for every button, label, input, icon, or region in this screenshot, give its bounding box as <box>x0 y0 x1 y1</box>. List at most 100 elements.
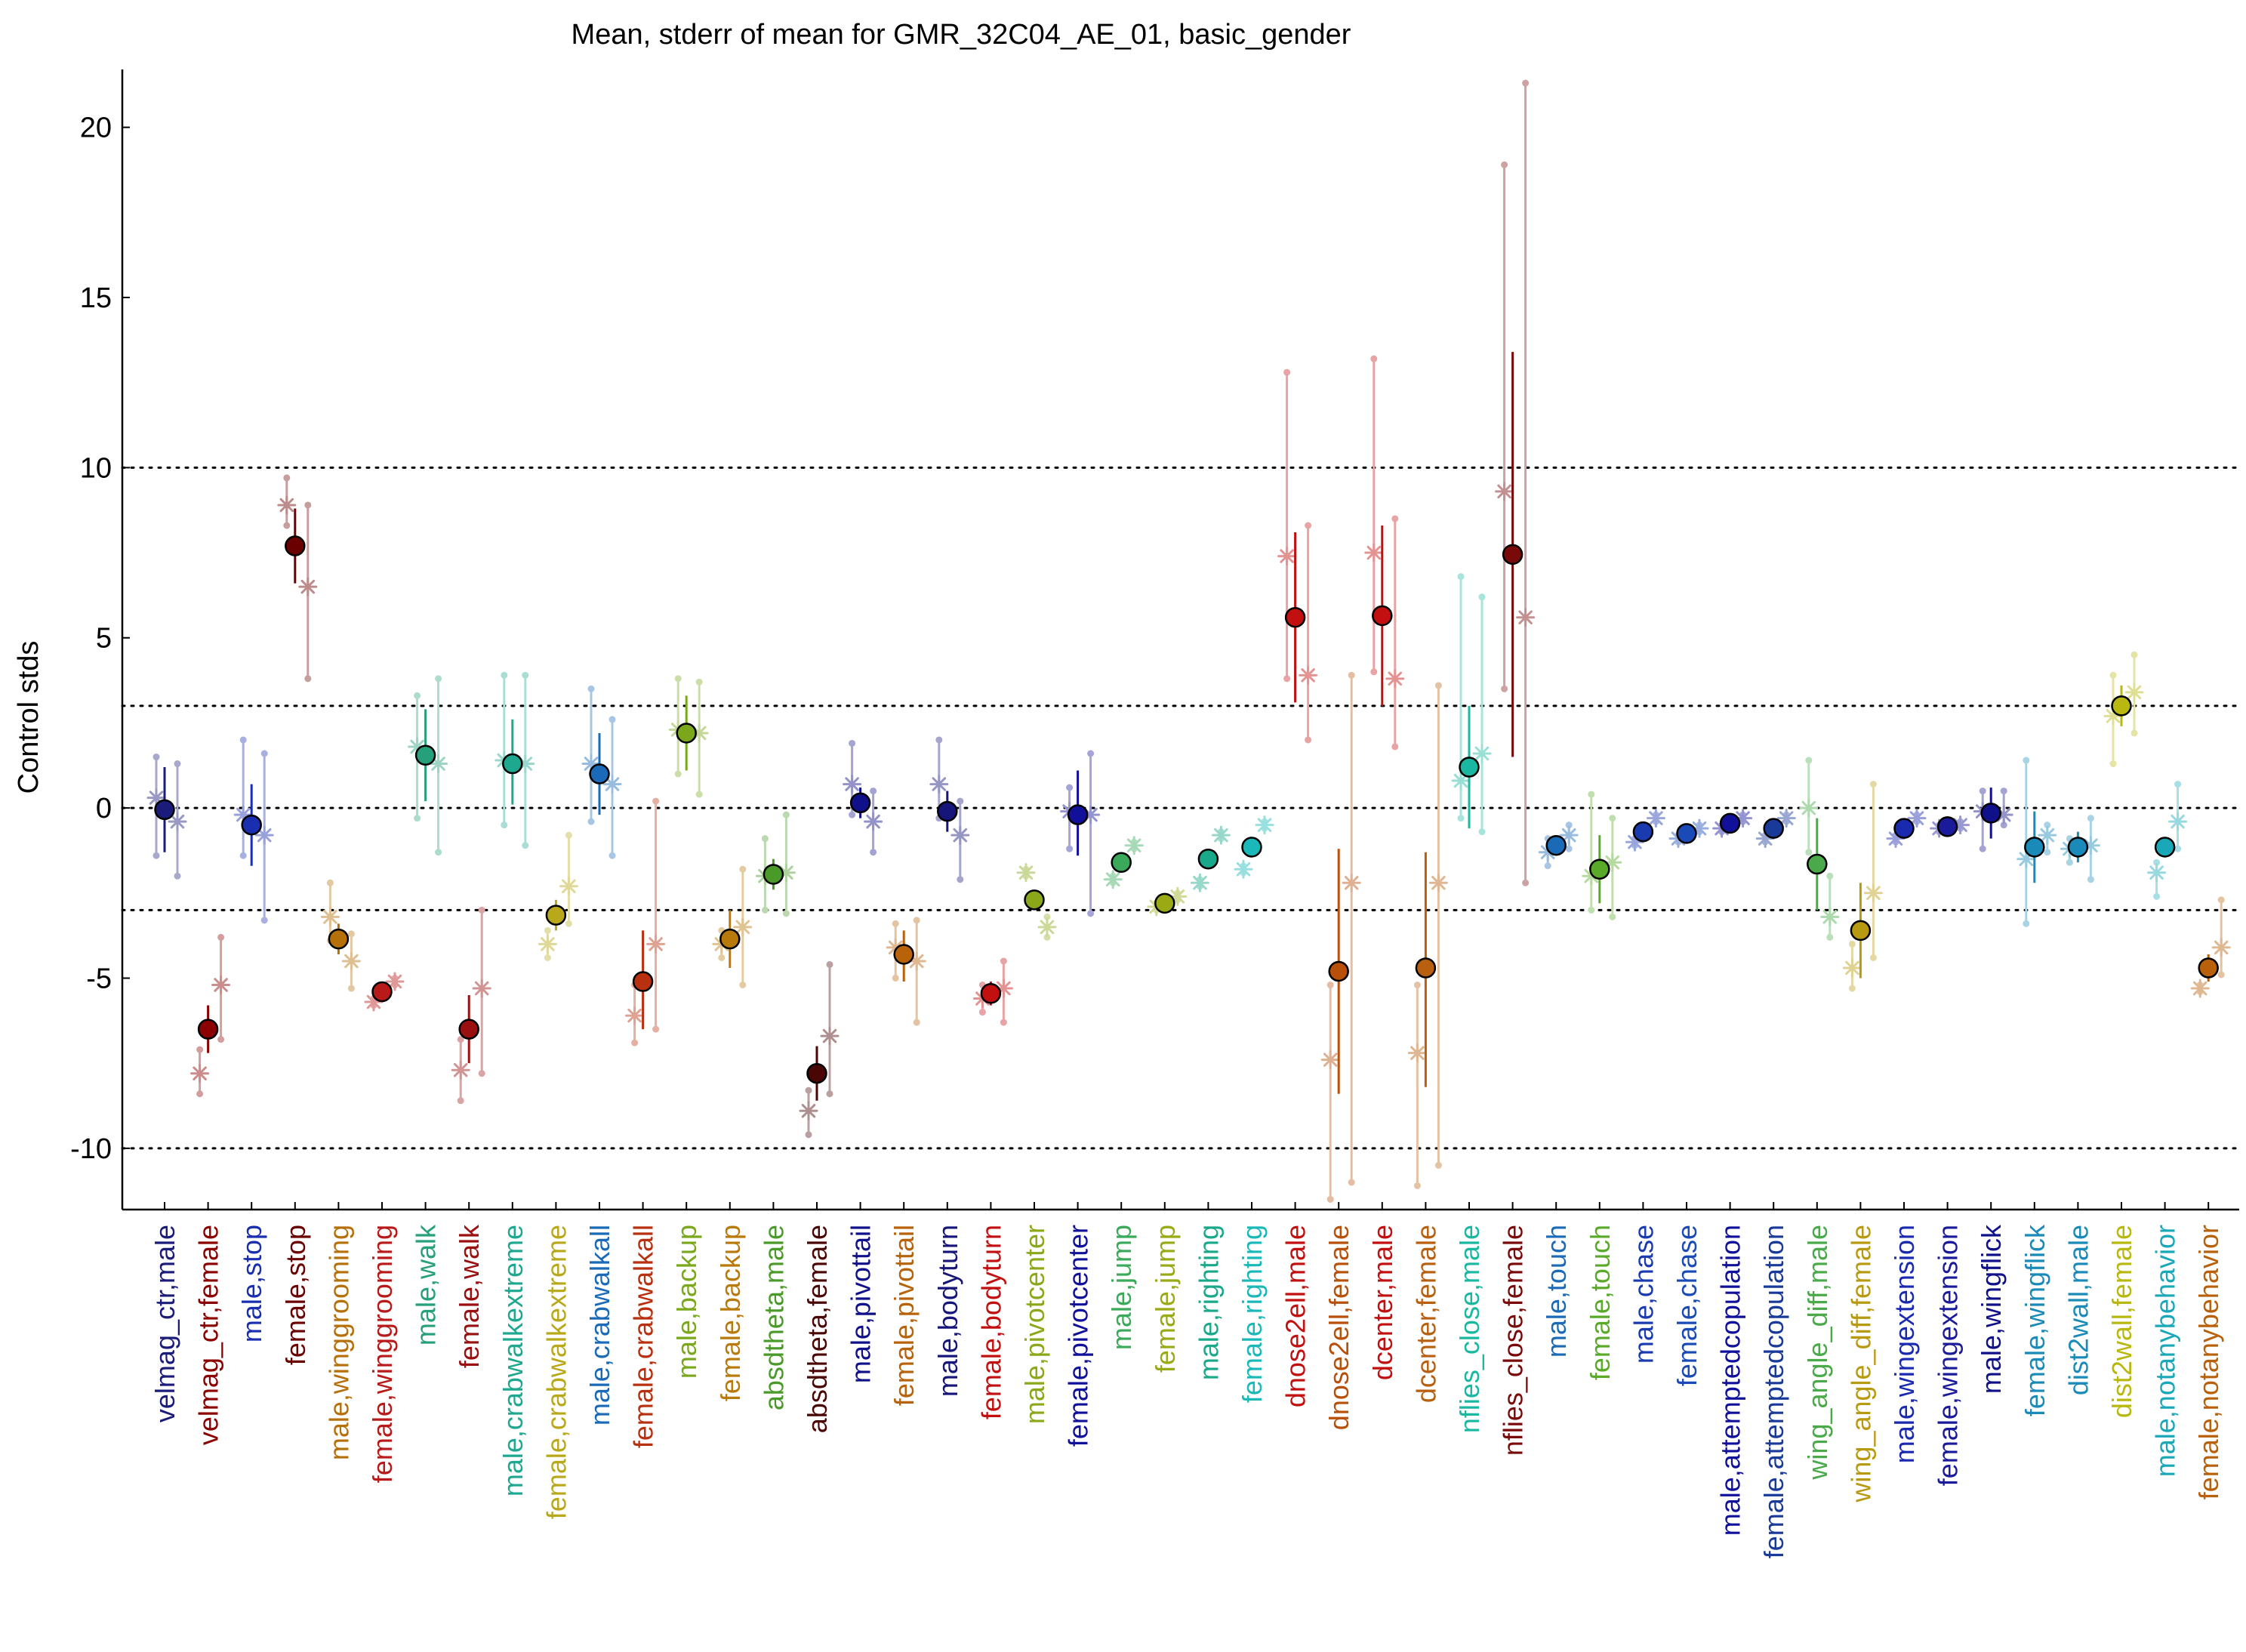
mean-point <box>1284 606 1306 628</box>
star-stroke <box>1474 746 1490 761</box>
category-marks <box>494 671 535 849</box>
set-range-end <box>174 872 181 880</box>
star-stroke <box>1126 838 1141 852</box>
x-tick-label: dnose2ell,female <box>1323 1225 1354 1430</box>
star-stroke <box>1323 1053 1338 1067</box>
mean-point <box>1589 858 1610 880</box>
set-range-end <box>196 1046 204 1053</box>
set-range-end <box>2087 876 2094 883</box>
star-stroke <box>1214 828 1228 843</box>
mean-point <box>1936 816 1958 837</box>
set-range-end <box>1283 368 1291 376</box>
set-range-end <box>522 842 529 849</box>
set-range-end <box>1869 954 1877 961</box>
set-range-end <box>608 716 616 723</box>
star-marker <box>1646 809 1665 828</box>
star-marker <box>168 812 187 831</box>
set-range-end <box>2130 651 2138 658</box>
x-tick-label: wing_angle_diff,female <box>1845 1225 1876 1503</box>
set-range-end <box>1478 828 1486 836</box>
y-tick-label: 5 <box>96 623 112 655</box>
star-marker <box>320 907 340 926</box>
set-range-end <box>957 797 964 805</box>
star-marker <box>2211 938 2231 957</box>
star-stroke <box>2149 865 2164 880</box>
category-marks <box>1364 355 1405 750</box>
x-tick-label: male,jump <box>1106 1225 1137 1350</box>
star-marker <box>211 975 231 995</box>
x-tick-label: nflies_close,female <box>1498 1225 1529 1456</box>
star-marker <box>1863 883 1883 903</box>
set-range-end <box>1457 573 1465 581</box>
set-range-end <box>1588 906 1595 914</box>
star-marker <box>2124 683 2144 702</box>
mean-point <box>285 535 306 556</box>
mean-point <box>545 905 567 926</box>
star-stroke <box>453 1062 468 1077</box>
set-range-end <box>1869 781 1877 788</box>
star-stroke <box>541 937 555 951</box>
mean-point <box>1632 821 1654 843</box>
x-tick-label: male,touch <box>1541 1225 1572 1358</box>
mean-point <box>1545 834 1567 856</box>
set-range-end <box>892 920 899 927</box>
x-tick-label: male,backup <box>671 1225 702 1379</box>
category-marks <box>668 675 709 798</box>
star-marker <box>1451 771 1471 791</box>
mean-point <box>1241 837 1262 858</box>
set-range-end <box>739 982 747 989</box>
star-marker <box>1842 958 1862 978</box>
set-range-end <box>1501 161 1508 168</box>
category-marks <box>1842 781 1883 992</box>
star-stroke <box>866 814 880 829</box>
set-range-end <box>695 678 703 686</box>
set-range-end <box>217 1036 225 1043</box>
set-range-end <box>849 739 856 747</box>
y-tick-label: 10 <box>80 452 112 484</box>
set-range-end <box>1565 821 1573 829</box>
set-range-end <box>2044 821 2051 829</box>
mean-point <box>1807 853 1828 875</box>
set-range-end <box>457 1097 464 1105</box>
x-tick-label: female,notanybehavior <box>2193 1225 2224 1499</box>
set-range-end <box>283 474 291 482</box>
set-range-end <box>1805 757 1813 764</box>
set-range-end <box>196 1090 204 1098</box>
star-marker <box>1364 543 1384 562</box>
category-marks <box>320 879 361 992</box>
category-marks <box>146 754 187 880</box>
star-marker <box>559 877 578 896</box>
set-range-end <box>1522 879 1530 886</box>
x-tick-label: male,winggrooming <box>323 1225 354 1460</box>
star-stroke <box>1280 549 1294 563</box>
star-stroke <box>584 757 599 771</box>
category-marks <box>1538 821 1579 870</box>
star-marker <box>538 934 557 954</box>
x-tick-label: male,chase <box>1628 1225 1659 1364</box>
set-range-end <box>1391 515 1399 522</box>
set-range-end <box>414 815 421 822</box>
mean-point <box>1328 960 1349 982</box>
star-marker <box>2038 825 2057 845</box>
set-range-end <box>2174 845 2182 852</box>
x-tick-label: male,notanybehavior <box>2150 1225 2181 1477</box>
star-stroke <box>562 879 576 894</box>
x-tick-label: female,bodyturn <box>975 1225 1006 1419</box>
x-tick-label: female,walk <box>454 1224 485 1368</box>
category-marks <box>1712 809 1753 838</box>
category-marks <box>1886 809 1927 849</box>
star-marker <box>277 495 297 515</box>
star-stroke <box>1518 610 1533 624</box>
star-stroke <box>1257 818 1272 832</box>
set-range-end <box>2130 729 2138 737</box>
chart-title: Mean, stderr of mean for GMR_32C04_AE_01… <box>572 19 1351 51</box>
set-range-end <box>826 1090 833 1098</box>
set-range-end <box>1413 1182 1421 1189</box>
x-axis-ticks <box>164 1202 2210 1210</box>
set-range-end <box>2174 781 2182 788</box>
set-range-end <box>587 818 595 825</box>
x-tick-label: male,wingextension <box>1889 1225 1920 1463</box>
star-stroke <box>822 1028 837 1043</box>
set-range-end <box>1066 845 1074 852</box>
